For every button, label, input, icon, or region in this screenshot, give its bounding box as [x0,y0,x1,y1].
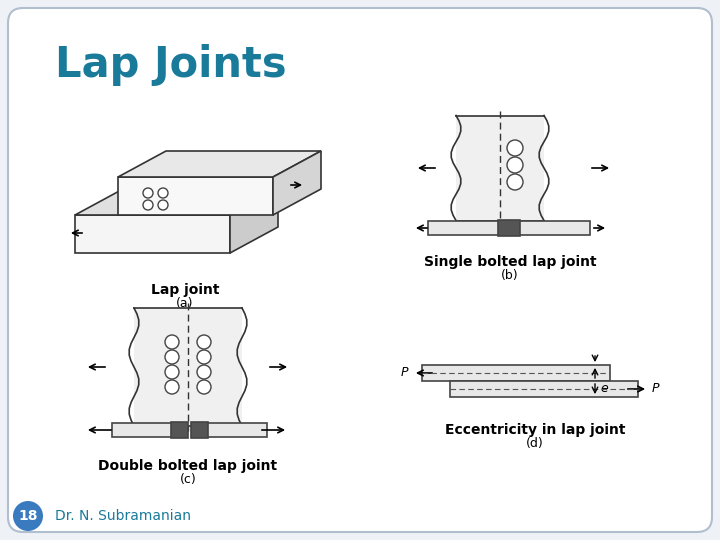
Polygon shape [75,215,230,253]
Polygon shape [230,189,278,253]
Text: Single bolted lap joint: Single bolted lap joint [423,255,596,269]
Polygon shape [118,177,273,215]
Polygon shape [75,189,278,215]
Bar [191,422,208,438]
Text: Lap joint: Lap joint [150,283,220,297]
Circle shape [507,157,523,173]
Bar [422,365,610,381]
Circle shape [197,350,211,364]
Text: (b): (b) [501,268,519,281]
Bar [134,308,242,426]
Text: Double bolted lap joint: Double bolted lap joint [99,459,278,473]
FancyBboxPatch shape [8,8,712,532]
Circle shape [158,200,168,210]
Circle shape [197,365,211,379]
Circle shape [165,365,179,379]
Circle shape [165,350,179,364]
Circle shape [143,188,153,198]
Text: P: P [652,382,660,395]
Text: Eccentricity in lap joint: Eccentricity in lap joint [445,423,625,437]
Circle shape [165,380,179,394]
Circle shape [143,200,153,210]
Circle shape [507,174,523,190]
Text: Dr. N. Subramanian: Dr. N. Subramanian [55,509,191,523]
Bar [112,423,172,437]
Text: (c): (c) [179,472,197,485]
Text: 18: 18 [18,509,37,523]
Bar [171,422,188,438]
Text: Lap Joints: Lap Joints [55,44,287,86]
Polygon shape [273,151,321,215]
Bar [498,220,520,236]
Text: e: e [600,381,608,395]
Bar [456,116,544,220]
Text: (a): (a) [176,296,194,309]
Bar [428,221,500,235]
Polygon shape [118,151,321,177]
Circle shape [507,140,523,156]
Text: P: P [400,367,408,380]
Text: (d): (d) [526,436,544,449]
Bar [450,381,638,397]
Circle shape [197,335,211,349]
Bar [518,221,590,235]
Circle shape [197,380,211,394]
Circle shape [165,335,179,349]
Bar [207,423,267,437]
Circle shape [13,501,43,531]
Circle shape [158,188,168,198]
